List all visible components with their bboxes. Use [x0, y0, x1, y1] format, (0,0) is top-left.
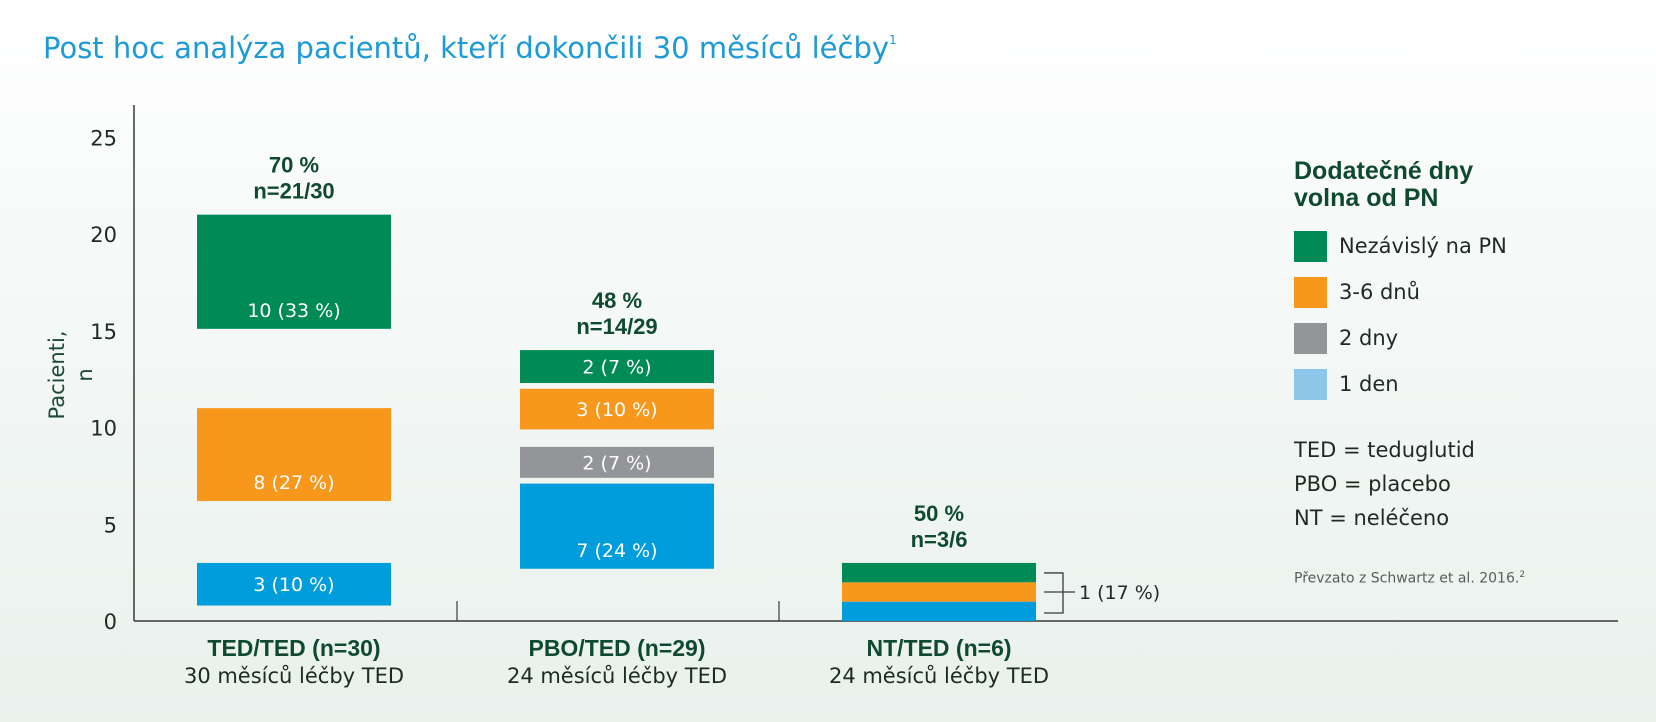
source-text: Převzato z Schwartz et al. 2016. — [1294, 570, 1520, 587]
segment-value-label: 3 (10 %) — [576, 399, 657, 421]
category-subtitle: 30 měsíců léčby TED — [184, 664, 404, 688]
y-tick-label: 10 — [90, 417, 117, 441]
segment-value-label: 8 (27 %) — [253, 472, 334, 494]
legend-swatch — [1294, 322, 1327, 354]
bar-segment-d3_6 — [197, 408, 391, 502]
annotation-bracket — [1044, 572, 1075, 614]
legend-title-line2: volna od PN — [1294, 184, 1439, 212]
segment-value-label: 3 (10 %) — [253, 574, 334, 596]
title-reference: 1 — [889, 33, 897, 47]
legend-title: Dodatečné dny volna od PN — [1294, 158, 1624, 212]
bar-total-percent: 50 % — [914, 501, 964, 526]
bar-total-count: n=14/29 — [576, 314, 657, 339]
bar-total-count: n=21/30 — [253, 179, 334, 204]
y-tick-label: 5 — [104, 513, 117, 537]
abbreviation-ted: TED = teduglutid — [1294, 438, 1475, 462]
y-tick-label: 20 — [90, 223, 117, 247]
segment-value-label: 2 (7 %) — [582, 452, 651, 474]
legend-label: Nezávislý na PN — [1339, 234, 1507, 258]
bar-segment-independent — [842, 562, 1036, 583]
bar-total-count: n=3/6 — [911, 527, 968, 552]
legend-title-line1: Dodatečné dny — [1294, 157, 1474, 185]
bar-segment-d3_6 — [520, 388, 714, 430]
legend-item-1-day: 1 den — [1294, 368, 1624, 400]
y-tick-label: 25 — [90, 126, 117, 150]
category-label: PBO/TED (n=29) — [528, 635, 705, 661]
legend-label: 3-6 dnů — [1339, 280, 1420, 304]
abbreviation-pbo: PBO = placebo — [1294, 472, 1451, 496]
y-tick-label: 0 — [104, 610, 117, 634]
bar-total-percent: 70 % — [269, 153, 319, 178]
source-note: Převzato z Schwartz et al. 2016.2 — [1294, 570, 1525, 587]
page-title: Post hoc analýza pacientů, kteří dokonči… — [43, 31, 897, 65]
y-axis-label: Pacienti, n — [45, 331, 97, 420]
bar-segment-independent — [197, 214, 391, 329]
chart-legend: Dodatečné dny volna od PN Nezávislý na P… — [1294, 158, 1624, 414]
category-label: NT/TED (n=6) — [866, 635, 1011, 661]
legend-label: 1 den — [1339, 372, 1399, 396]
legend-item-2-days: 2 dny — [1294, 322, 1624, 354]
legend-item-3-6-days: 3-6 dnů — [1294, 276, 1624, 308]
bar-total-percent: 48 % — [592, 288, 642, 313]
bar-segment-d1 — [520, 483, 714, 569]
bar-segment-d1 — [197, 562, 391, 606]
bar-segment-d3_6 — [842, 582, 1036, 602]
legend-swatch — [1294, 276, 1327, 308]
title-text: Post hoc analýza pacientů, kteří dokonči… — [43, 31, 890, 65]
legend-item-independent: Nezávislý na PN — [1294, 230, 1624, 262]
bar-segment-d2 — [520, 446, 714, 478]
y-tick-label: 15 — [90, 320, 117, 344]
abbreviations: TED = teduglutid PBO = placebo NT = nelé… — [1294, 433, 1475, 535]
category-subtitle: 24 měsíců léčby TED — [829, 664, 1049, 688]
segment-value-label: 7 (24 %) — [576, 540, 657, 562]
category-subtitle: 24 měsíců léčby TED — [507, 664, 727, 688]
annotation-label: 1 (17 %) — [1079, 582, 1160, 604]
legend-label: 2 dny — [1339, 326, 1399, 350]
abbreviation-nt: NT = neléčeno — [1294, 506, 1450, 530]
bar-segment-d1 — [842, 601, 1036, 621]
bar-segment-independent — [520, 350, 714, 383]
source-reference: 2 — [1519, 570, 1526, 580]
segment-value-label: 10 (33 %) — [247, 300, 340, 322]
legend-swatch — [1294, 368, 1327, 400]
segment-value-label: 2 (7 %) — [582, 357, 651, 379]
legend-swatch — [1294, 230, 1327, 262]
category-label: TED/TED (n=30) — [207, 635, 380, 661]
